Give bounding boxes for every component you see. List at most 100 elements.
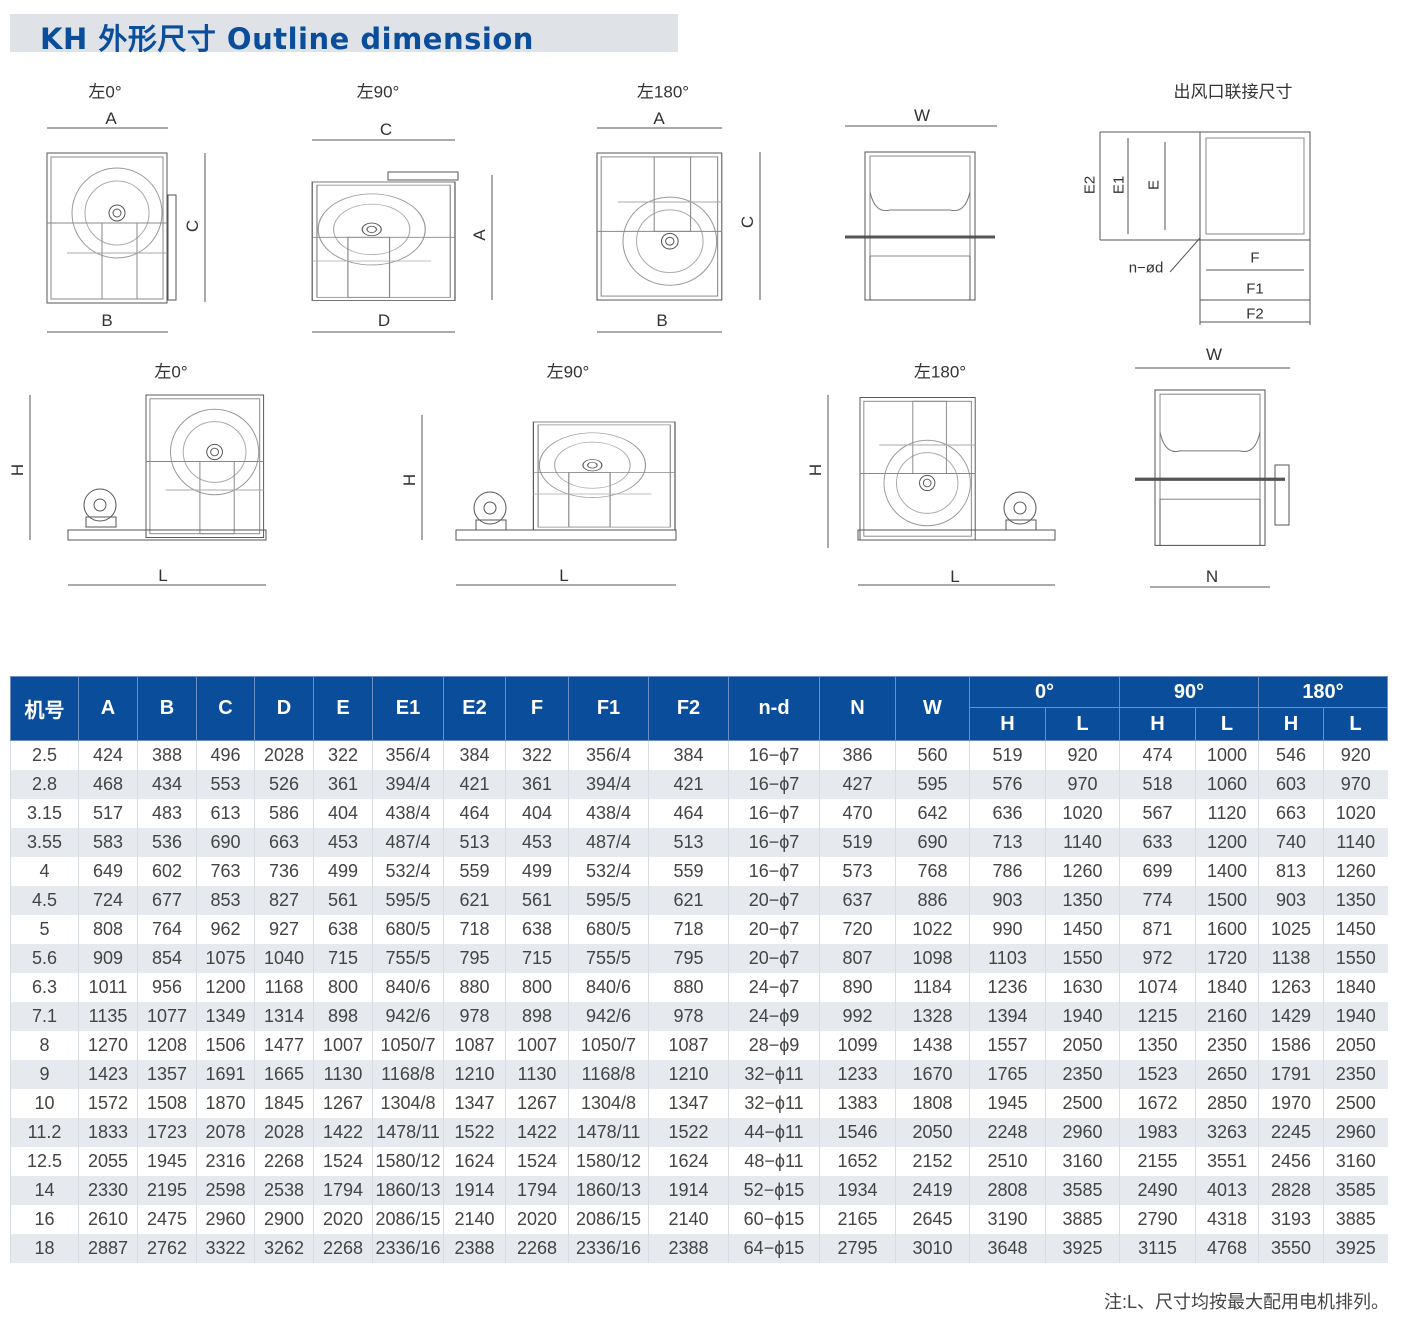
table-cell: 1077	[137, 1002, 197, 1031]
table-cell: 763	[196, 857, 255, 886]
table-cell: 1524	[505, 1147, 569, 1176]
dim-label: H	[400, 473, 419, 487]
table-row: 5 808 764 962 927 638 680/5 718 638 680/5 718 20−ϕ7…	[10, 915, 1388, 944]
table-cell: 2490	[1119, 1176, 1196, 1205]
table-cell: 20−ϕ7	[728, 944, 820, 973]
table-cell: 962	[196, 915, 255, 944]
footnote: 注:L、尺寸均按最大配用电机排列。	[1103, 1292, 1389, 1312]
table-cell: 1020	[1045, 799, 1120, 828]
table-cell: 3193	[1258, 1205, 1324, 1234]
table-cell: 4013	[1195, 1176, 1259, 1205]
drawing-bottom-left90	[421, 415, 677, 586]
table-cell: 32−ϕ11	[728, 1089, 820, 1118]
table-cell: 2762	[137, 1234, 197, 1263]
table-cell: 2828	[1258, 1176, 1324, 1205]
table-cell: 1429	[1258, 1002, 1324, 1031]
table-cell: 1087	[443, 1031, 506, 1060]
table-cell: 386	[819, 740, 896, 770]
section-title-bar: KH 外形尺寸 Outline dimension	[10, 14, 678, 56]
table-cell: 903	[969, 886, 1046, 915]
table-cell: 1215	[1119, 1002, 1196, 1031]
table-cell: 1394	[969, 1002, 1046, 1031]
table-cell: 2078	[196, 1118, 255, 1147]
table-cell: 2887	[78, 1234, 138, 1263]
table-cell: 2960	[1323, 1118, 1388, 1147]
table-cell: 3550	[1258, 1234, 1324, 1263]
table-cell: 1624	[443, 1147, 506, 1176]
table-cell: 438/4	[372, 799, 444, 828]
table-cell: 1103	[969, 944, 1046, 973]
table-cell: 1765	[969, 1060, 1046, 1089]
table-cell: 898	[313, 1002, 373, 1031]
column-header: E1	[372, 676, 444, 741]
table-cell: 2050	[1323, 1031, 1388, 1060]
dim-label: N	[1205, 567, 1219, 586]
table-cell: 14	[10, 1176, 79, 1205]
table-cell: 2336/16	[568, 1234, 649, 1263]
table-cell: 519	[969, 740, 1046, 770]
table-cell: 20−ϕ7	[728, 886, 820, 915]
table-row: 4 649 602 763 736 499 532/4 559 499 532/4 559 16−ϕ7…	[10, 857, 1388, 886]
table-row: 7.1 1135 1077 1349 1314 898 942/6 978 898 942/6 97…	[10, 1002, 1388, 1031]
table-cell: 2140	[443, 1205, 506, 1234]
table-row: 12.5 2055 1945 2316 2268 1524 1580/12 1624 1524 1…	[10, 1147, 1388, 1176]
table-cell: 16−ϕ7	[728, 799, 820, 828]
sub-header: L	[1195, 707, 1259, 741]
table-cell: 2350	[1195, 1031, 1259, 1060]
table-cell: 2795	[819, 1234, 896, 1263]
drawing-outlet-flange	[1099, 131, 1311, 325]
table-cell: 724	[78, 886, 138, 915]
table-cell: 18	[10, 1234, 79, 1263]
table-cell: 1580/12	[372, 1147, 444, 1176]
table-cell: 1945	[969, 1089, 1046, 1118]
table-cell: 2086/15	[568, 1205, 649, 1234]
table-row: 10 1572 1508 1870 1845 1267 1304/8 1347 1267 1304…	[10, 1089, 1388, 1118]
table-cell: 1630	[1045, 973, 1120, 1002]
table-cell: 2510	[969, 1147, 1046, 1176]
table-cell: 1260	[1323, 857, 1388, 886]
table-cell: 518	[1119, 770, 1196, 799]
column-header: 机号	[10, 676, 79, 741]
table-cell: 1350	[1323, 886, 1388, 915]
table-cell: 1572	[78, 1089, 138, 1118]
table-cell: 1791	[1258, 1060, 1324, 1089]
table-cell: 3551	[1195, 1147, 1259, 1176]
table-cell: 920	[1045, 740, 1120, 770]
dim-label: F2	[1246, 305, 1264, 323]
table-row: 11.2 1833 1723 2078 2028 1422 1478/11 1522 1422 1…	[10, 1118, 1388, 1147]
table-cell: 2160	[1195, 1002, 1259, 1031]
table-cell: 636	[969, 799, 1046, 828]
table-cell: 513	[443, 828, 506, 857]
dim-label: A	[653, 109, 665, 128]
dim-label: F	[1250, 249, 1260, 267]
table-cell: 496	[196, 740, 255, 770]
table-cell: 64−ϕ15	[728, 1234, 820, 1263]
dim-label: n−ød	[1128, 259, 1164, 277]
table-cell: 1586	[1258, 1031, 1324, 1060]
table-cell: 2050	[1045, 1031, 1120, 1060]
table-cell: 1970	[1258, 1089, 1324, 1118]
table-cell: 718	[443, 915, 506, 944]
table-cell: 595	[895, 770, 970, 799]
sub-header: H	[1258, 707, 1324, 741]
table-cell: 1347	[648, 1089, 729, 1118]
table-cell: 1914	[443, 1176, 506, 1205]
table-cell: 16−ϕ7	[728, 770, 820, 799]
table-cell: 992	[819, 1002, 896, 1031]
table-cell: 871	[1119, 915, 1196, 944]
table-cell: 24−ϕ9	[728, 1002, 820, 1031]
table-cell: 1557	[969, 1031, 1046, 1060]
table-cell: 2500	[1323, 1089, 1388, 1118]
table-cell: 16−ϕ7	[728, 828, 820, 857]
dim-label: L	[559, 566, 569, 585]
dim-label: F1	[1246, 280, 1264, 298]
table-row: 3.15 517 483 613 586 404 438/4 464 404 438/4 464 16…	[10, 799, 1388, 828]
table-cell: 642	[895, 799, 970, 828]
table-cell: 1314	[254, 1002, 314, 1031]
table-cell: 1580/12	[568, 1147, 649, 1176]
dimension-table: 机号 A B C D E E1 E2 F F1 F2 n-d N W 0° 90° 180° H L H L H L 2.5…	[10, 676, 1388, 1263]
table-cell: 718	[648, 915, 729, 944]
table-row: 3.55 583 536 690 663 453 487/4 513 453 487/4 513 16…	[10, 828, 1388, 857]
table-cell: 388	[137, 740, 197, 770]
table-cell: 1184	[895, 973, 970, 1002]
